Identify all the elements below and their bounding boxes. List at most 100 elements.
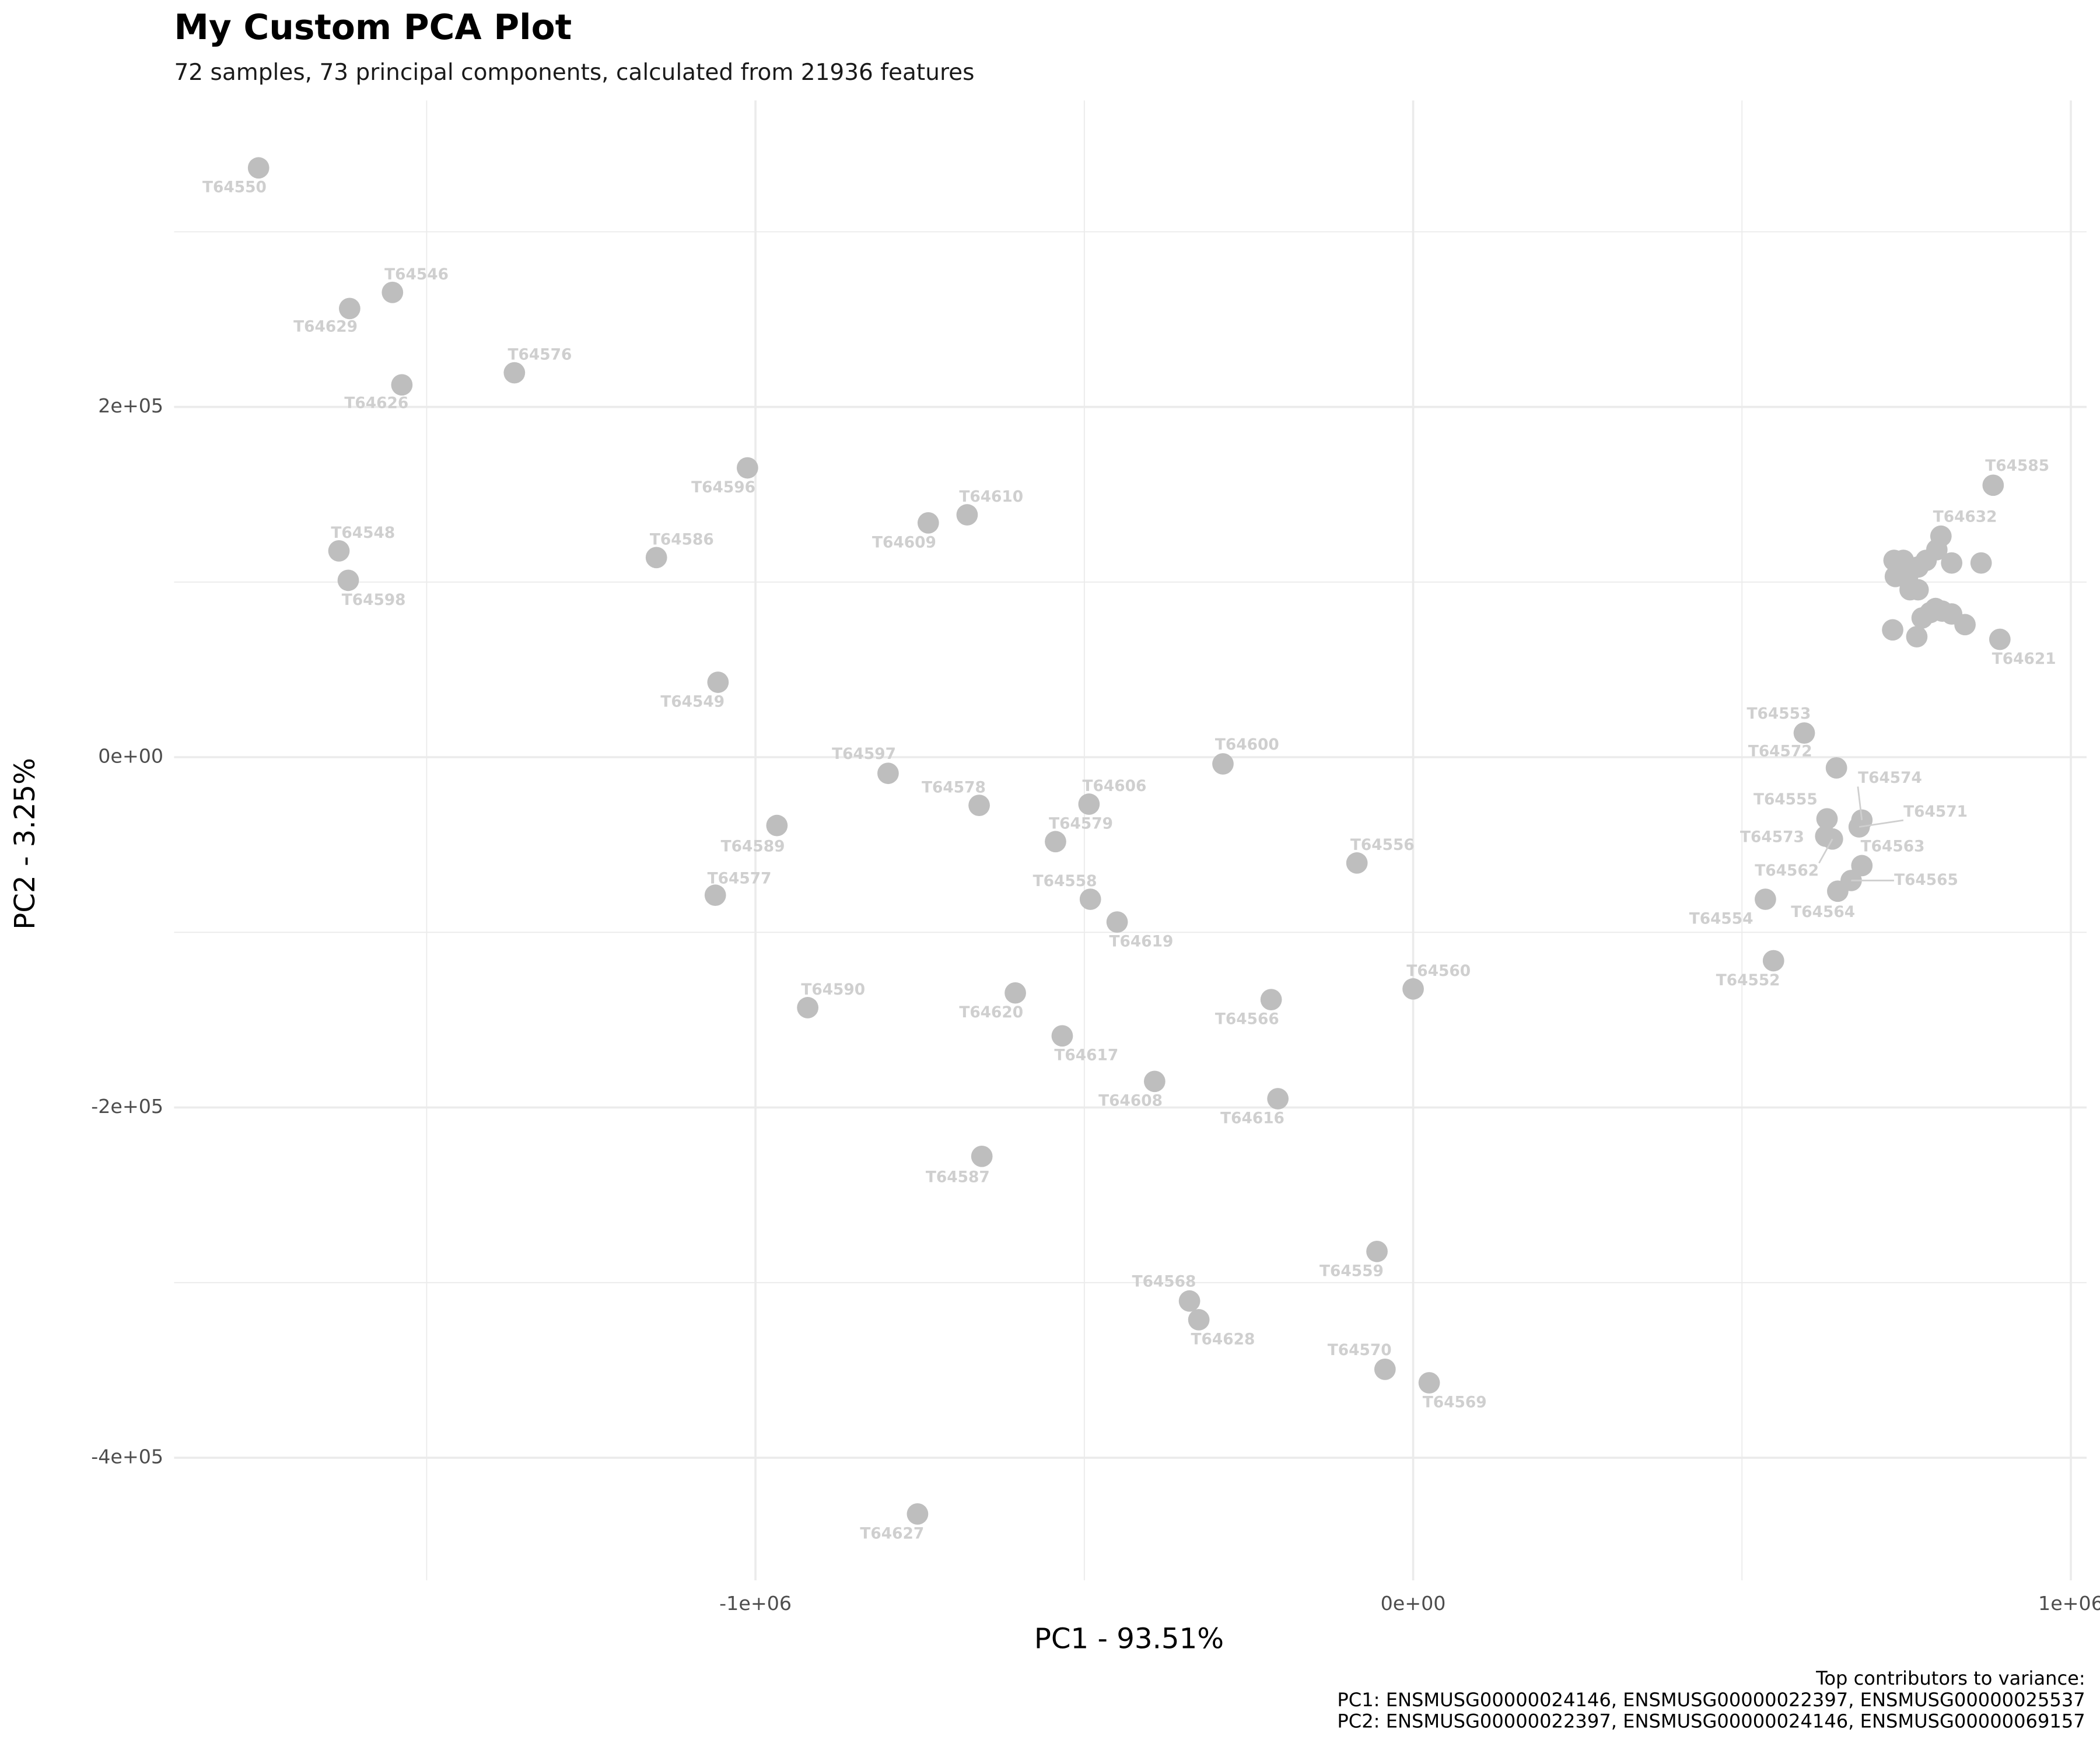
x-tick-label: 0e+00 xyxy=(1381,1592,1446,1615)
point xyxy=(645,547,667,569)
point xyxy=(382,281,404,303)
point-label: T64597 xyxy=(832,745,896,763)
point-label: T64565 xyxy=(1894,871,1958,889)
point xyxy=(1188,1309,1210,1331)
point-label: T64554 xyxy=(1689,910,1754,928)
point xyxy=(1051,1025,1073,1047)
point-label: T64555 xyxy=(1754,790,1818,808)
point-label: T64621 xyxy=(1992,650,2056,668)
point xyxy=(1374,1359,1396,1380)
point xyxy=(1005,982,1026,1004)
y-tick-label: 0e+00 xyxy=(98,745,163,768)
point xyxy=(766,814,788,836)
point-label: T64576 xyxy=(508,346,572,364)
point-label: T64629 xyxy=(293,318,358,336)
point-label: T64596 xyxy=(691,478,755,496)
point-label: T64620 xyxy=(959,1003,1023,1021)
point xyxy=(1366,1240,1388,1262)
point-label: T64571 xyxy=(1903,803,1968,821)
point-label: T64632 xyxy=(1933,508,1997,526)
label-connector xyxy=(1857,786,1863,821)
point xyxy=(1267,1088,1289,1110)
point xyxy=(1816,808,1838,830)
point xyxy=(707,671,729,693)
point xyxy=(337,569,359,592)
point-label: T64562 xyxy=(1755,862,1819,880)
point-label: T64608 xyxy=(1098,1092,1163,1110)
point-label: T64548 xyxy=(331,524,395,542)
point-label: T64626 xyxy=(344,394,408,412)
point-label: T64574 xyxy=(1858,769,1922,787)
point xyxy=(1418,1372,1440,1394)
point xyxy=(1907,579,1929,601)
point xyxy=(736,457,758,479)
point-label: T64617 xyxy=(1054,1046,1118,1065)
point-label: T64550 xyxy=(202,178,267,197)
point xyxy=(1143,1070,1166,1093)
caption: PC1: ENSMUSG00000024146, ENSMUSG00000022… xyxy=(1337,1689,2085,1711)
point xyxy=(1045,831,1066,853)
point-label: T64553 xyxy=(1746,705,1811,723)
point xyxy=(1982,474,2004,496)
point-label: T64546 xyxy=(384,265,449,284)
point-label: T64598 xyxy=(342,591,406,609)
point-label: T64558 xyxy=(1033,872,1097,890)
x-axis-title: PC1 - 93.51% xyxy=(1034,1622,1224,1655)
point-label: T64587 xyxy=(926,1168,990,1186)
point-label: T64578 xyxy=(922,778,986,796)
point xyxy=(1989,628,2011,650)
point xyxy=(339,298,360,320)
y-tick-label: 2e+05 xyxy=(98,394,163,417)
point xyxy=(917,512,939,534)
point xyxy=(1970,552,1992,574)
point xyxy=(1954,614,1976,636)
point-label: T64600 xyxy=(1215,736,1279,754)
point-label: T64590 xyxy=(801,981,865,999)
point xyxy=(1851,855,1873,877)
point-label: T64606 xyxy=(1083,777,1147,795)
point xyxy=(704,884,726,907)
caption: Top contributors to variance: xyxy=(1815,1667,2085,1689)
point-label: T64556 xyxy=(1350,836,1415,854)
point xyxy=(391,374,413,396)
chart-subtitle: 72 samples, 73 principal components, cal… xyxy=(174,60,974,86)
x-tick-label: 1e+06 xyxy=(2038,1592,2100,1615)
point-label: T64564 xyxy=(1791,903,1855,921)
y-tick-label: -4e+05 xyxy=(91,1446,163,1468)
point-label: T64549 xyxy=(660,693,724,711)
point xyxy=(328,540,350,562)
point-label: T64616 xyxy=(1220,1109,1284,1127)
point-label: T64585 xyxy=(1985,457,2049,475)
point-label: T64627 xyxy=(860,1524,924,1542)
point xyxy=(1926,538,1948,561)
point xyxy=(1793,722,1815,744)
point xyxy=(1178,1290,1200,1312)
point xyxy=(1212,753,1234,775)
point xyxy=(503,362,526,384)
point-label: T64560 xyxy=(1406,962,1471,980)
point xyxy=(877,762,899,785)
point-label: T64552 xyxy=(1716,971,1780,989)
caption: PC2: ENSMUSG00000022397, ENSMUSG00000024… xyxy=(1337,1710,2085,1732)
point-label: T64563 xyxy=(1861,837,1925,855)
point xyxy=(1106,911,1128,933)
point xyxy=(1079,888,1101,910)
point xyxy=(1762,950,1784,972)
point xyxy=(1078,793,1100,815)
point xyxy=(1941,552,1963,574)
point xyxy=(797,997,819,1019)
point-label: T64568 xyxy=(1132,1273,1196,1291)
point-label: T64569 xyxy=(1423,1393,1487,1411)
point-label: T64609 xyxy=(872,533,936,551)
point-label: T64566 xyxy=(1215,1010,1279,1028)
point xyxy=(1906,626,1928,648)
point xyxy=(1346,852,1368,874)
x-tick-label: -1e+06 xyxy=(719,1592,792,1615)
y-axis-title: PC2 - 3.25% xyxy=(9,758,41,930)
point xyxy=(971,1145,993,1167)
point xyxy=(956,504,978,526)
point-label: T64610 xyxy=(959,488,1023,506)
point-label: T64628 xyxy=(1191,1330,1255,1348)
point-label: T64559 xyxy=(1320,1262,1384,1280)
